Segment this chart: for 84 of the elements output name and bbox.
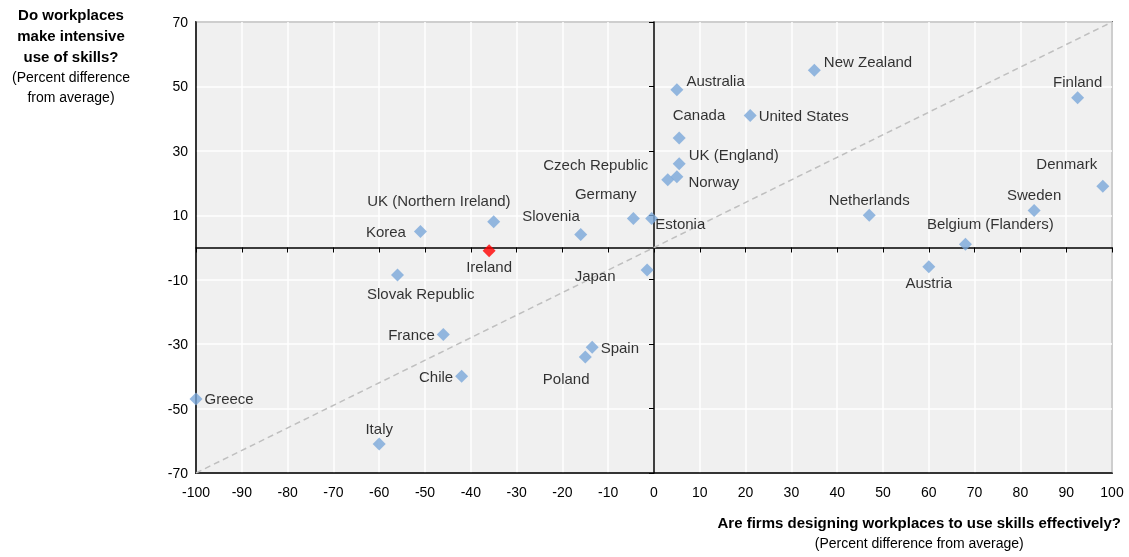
annotation: UK (Northern Ireland) <box>367 192 511 210</box>
annotation: Germany <box>574 185 638 203</box>
x-tick-label: 0 <box>650 484 659 500</box>
x-tick-label: -80 <box>277 484 298 500</box>
annotation: Finland <box>1053 73 1103 91</box>
annotation: Austria <box>905 274 953 292</box>
y-tick-label: -50 <box>167 400 189 417</box>
annotation: Denmark <box>1036 154 1098 172</box>
point <box>391 268 405 282</box>
point <box>1096 179 1110 193</box>
x-tick-label: 30 <box>783 484 800 500</box>
y-tick-label: -10 <box>167 271 189 288</box>
point <box>672 157 686 171</box>
annotation: Slovak Republic <box>367 285 476 303</box>
point <box>578 350 592 364</box>
x-tick-label: 90 <box>1058 484 1075 500</box>
point <box>670 170 684 184</box>
point <box>455 369 469 383</box>
point <box>1027 203 1041 217</box>
point <box>585 340 599 354</box>
x-tick-label: 20 <box>737 484 754 500</box>
x-axis-title: Are firms designing workplaces to use skills effectively? (Percent difference from average) <box>717 513 1121 553</box>
x-tick-label: -50 <box>414 484 436 500</box>
point <box>661 173 675 187</box>
y-tick-label: 70 <box>172 14 189 30</box>
annotation: Japan <box>574 266 616 284</box>
annotation: Slovenia <box>522 207 581 225</box>
annotation: Belgium (Flanders) <box>926 214 1054 232</box>
y-tick-label: 30 <box>172 142 189 159</box>
annotation: Italy <box>365 419 394 437</box>
x-tick-label: 100 <box>1100 484 1124 500</box>
x-tick-label: -70 <box>323 484 344 500</box>
point <box>743 108 757 122</box>
annotation: Ireland <box>466 258 513 276</box>
point <box>807 63 821 77</box>
annotation: UK (England) <box>688 146 779 164</box>
point <box>436 327 450 341</box>
point <box>640 263 654 277</box>
point <box>862 208 876 222</box>
point <box>626 212 640 226</box>
x-tick-label: -100 <box>181 484 211 500</box>
annotation: Spain <box>600 338 640 356</box>
annotation: Poland <box>542 369 590 387</box>
annotation: United States <box>758 106 849 124</box>
x-tick-label: -10 <box>598 484 619 500</box>
point <box>958 237 972 251</box>
x-tick-label: -40 <box>460 484 482 500</box>
annotation: Korea <box>365 222 407 240</box>
x-tick-label: 50 <box>875 484 891 500</box>
annotation: France <box>388 325 435 343</box>
point <box>413 224 427 238</box>
x-tick-label: 70 <box>966 484 983 500</box>
y-tick-label: -30 <box>167 336 189 353</box>
point <box>574 228 588 242</box>
annotation: Canada <box>672 106 726 124</box>
annotation: Norway <box>688 173 740 191</box>
x-tick-label: -20 <box>552 484 573 500</box>
x-tick-label: -60 <box>369 484 390 500</box>
point <box>670 83 684 97</box>
annotation: Netherlands <box>828 190 910 208</box>
point <box>372 437 386 451</box>
y-tick-label: -70 <box>167 465 189 481</box>
annotation: Czech Republic <box>543 156 649 174</box>
x-tick-label: 80 <box>1012 484 1029 500</box>
point <box>1071 91 1085 105</box>
y-tick-label: 50 <box>172 78 189 95</box>
annotation: Greece <box>204 390 254 408</box>
annotation: Sweden <box>1007 185 1062 203</box>
x-tick-label: -90 <box>231 484 253 500</box>
annotation: New Zealand <box>823 52 913 70</box>
annotation: Estonia <box>655 215 706 233</box>
x-tick-label: 40 <box>829 484 846 500</box>
x-tick-label: -30 <box>506 484 527 500</box>
x-tick-label: 60 <box>921 484 937 500</box>
annotation: Australia <box>686 72 746 90</box>
annotation: Chile <box>418 367 454 385</box>
point <box>922 260 936 274</box>
point <box>487 215 501 229</box>
point <box>189 392 203 406</box>
x-tick-label: 10 <box>692 484 708 500</box>
point <box>672 131 686 145</box>
point <box>482 244 496 258</box>
y-axis-title: Do workplaces make intensive use of skills? (Percent difference from average) <box>11 5 131 107</box>
y-tick-label: 10 <box>172 207 189 224</box>
